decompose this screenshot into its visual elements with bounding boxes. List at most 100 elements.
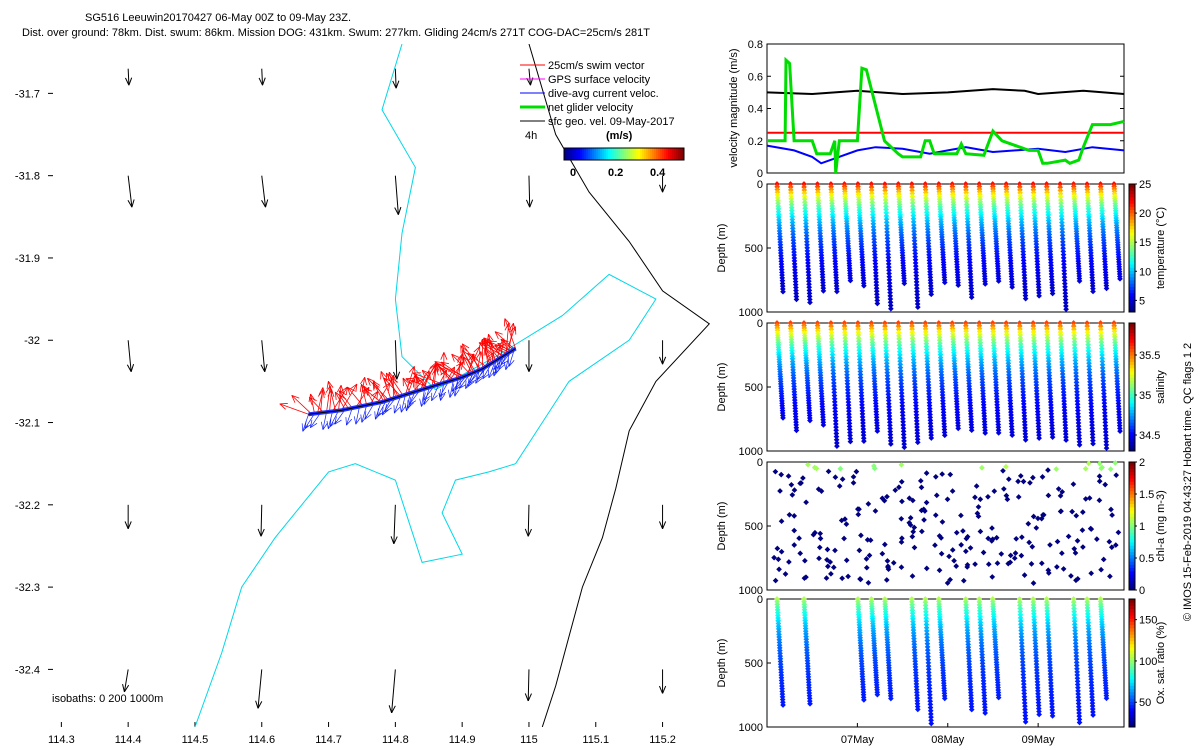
section-colorbar-swatch xyxy=(1129,206,1135,211)
section-y-tick-label: 0 xyxy=(757,179,763,191)
section-colorbar-swatch xyxy=(1129,276,1135,281)
velocity-y-tick-label: 0.8 xyxy=(748,39,763,51)
section-colorbar-swatch xyxy=(1129,497,1135,501)
section-colorbar-tick-label: 0 xyxy=(1139,585,1145,597)
section-point xyxy=(1117,276,1123,282)
title-line-1: SG516 Leeuwin20170427 06-May 00Z to 09-M… xyxy=(85,12,351,24)
section-point xyxy=(859,408,866,414)
section-colorbar-swatch xyxy=(1129,332,1135,337)
swim-vector xyxy=(359,377,367,407)
section-point xyxy=(833,424,839,431)
section-point xyxy=(803,226,810,233)
section-colorbar-swatch xyxy=(1129,248,1135,252)
section-colorbar: 5 10 15 20 25 xyxy=(1128,179,1151,313)
current-vector xyxy=(334,409,346,425)
section-ylabel: Depth (m) xyxy=(716,639,728,688)
section-point xyxy=(856,347,863,354)
map-y-tick-label: -32.4 xyxy=(15,664,40,676)
section-colorbar-swatch xyxy=(1129,535,1135,540)
geo-vector xyxy=(658,504,667,530)
swim-vector xyxy=(412,372,442,385)
section-colorbar-swatch xyxy=(1129,374,1135,378)
colorbar-swatch xyxy=(594,148,597,160)
side-label: © IMOS 15-Feb-2019 04:43:27 Hobart time.… xyxy=(1182,343,1194,621)
section-colorbar-swatch xyxy=(1129,419,1135,423)
section-colorbar-swatch xyxy=(1129,506,1135,511)
colorbar-swatch xyxy=(670,148,673,160)
section-point xyxy=(884,235,891,242)
colorbar-swatch xyxy=(630,148,633,160)
section-point xyxy=(806,296,813,303)
section-point xyxy=(829,348,836,355)
section-point xyxy=(845,402,852,408)
section-point xyxy=(873,279,880,285)
section-colorbar-swatch xyxy=(1129,308,1135,313)
section-point xyxy=(846,426,853,433)
current-vector xyxy=(345,407,353,426)
section-y-tick-label: 500 xyxy=(745,658,763,670)
section-point xyxy=(914,288,920,295)
section-point xyxy=(884,229,890,235)
map-y-tick-label: -32 xyxy=(24,335,40,347)
section-point xyxy=(805,275,812,282)
map-x-tick-label: 115 xyxy=(520,734,538,746)
section-colorbar-swatch xyxy=(1129,484,1135,489)
section-point xyxy=(831,383,837,389)
section-colorbar-swatch xyxy=(1129,444,1135,449)
section-colorbar-swatch xyxy=(1129,615,1135,619)
section-point xyxy=(912,244,918,250)
colorbar-swatch xyxy=(574,148,577,160)
colorbar-swatch xyxy=(578,148,581,160)
section-point xyxy=(913,272,920,279)
section-colorbar-swatch xyxy=(1129,679,1135,683)
colorbar-swatch xyxy=(654,148,657,160)
section-point xyxy=(844,384,851,390)
section-colorbar-swatch xyxy=(1129,669,1135,674)
swim-vector xyxy=(338,390,353,409)
section-point xyxy=(834,443,840,449)
section-colorbar-swatch xyxy=(1129,627,1135,632)
section-colorbar-swatch xyxy=(1129,659,1135,664)
section-point xyxy=(843,356,850,363)
section-point xyxy=(1020,242,1026,249)
section-colorbar-label: chl-a (mg m-3) xyxy=(1155,490,1167,562)
section-point xyxy=(886,283,893,290)
section-point xyxy=(830,361,836,367)
section-colorbar-swatch xyxy=(1129,438,1135,442)
section-colorbar-swatch xyxy=(1129,305,1135,310)
geo-vector xyxy=(258,68,266,86)
glider-track-core xyxy=(308,348,516,415)
section-point xyxy=(912,263,919,269)
isobath-200m xyxy=(194,44,657,727)
swim-vector xyxy=(308,397,324,413)
section-colorbar-swatch xyxy=(1129,415,1135,420)
section-colorbar-swatch xyxy=(1129,367,1135,372)
colorbar-swatch xyxy=(676,148,679,160)
section-colorbar-swatch xyxy=(1129,431,1135,436)
section-colorbar-swatch xyxy=(1129,542,1135,546)
section-point xyxy=(909,187,915,194)
section-colorbar-swatch xyxy=(1129,500,1135,505)
geo-vector xyxy=(388,669,396,714)
section-colorbar-swatch xyxy=(1129,203,1135,207)
section-point xyxy=(914,291,921,298)
geo-vector xyxy=(658,175,667,193)
section-point xyxy=(828,329,835,336)
colorbar-swatch xyxy=(616,148,619,160)
section-point xyxy=(793,427,800,434)
colorbar-swatch xyxy=(610,148,613,160)
section-point xyxy=(1057,181,1063,187)
section-colorbar-swatch xyxy=(1129,296,1135,300)
section-y-tick-label: 1000 xyxy=(739,446,763,458)
section-colorbar-swatch xyxy=(1129,441,1135,446)
section-colorbar-swatch xyxy=(1129,280,1135,284)
section-colorbar-swatch xyxy=(1129,474,1135,479)
section-point xyxy=(806,293,813,300)
section-point xyxy=(885,257,892,264)
section-point xyxy=(846,423,853,430)
legend-label-net: net glider velocity xyxy=(548,102,633,114)
section-axes-frame xyxy=(766,598,1125,728)
section-point xyxy=(886,277,893,283)
section-y-tick-label: 0 xyxy=(757,318,763,330)
section-point xyxy=(805,260,811,266)
